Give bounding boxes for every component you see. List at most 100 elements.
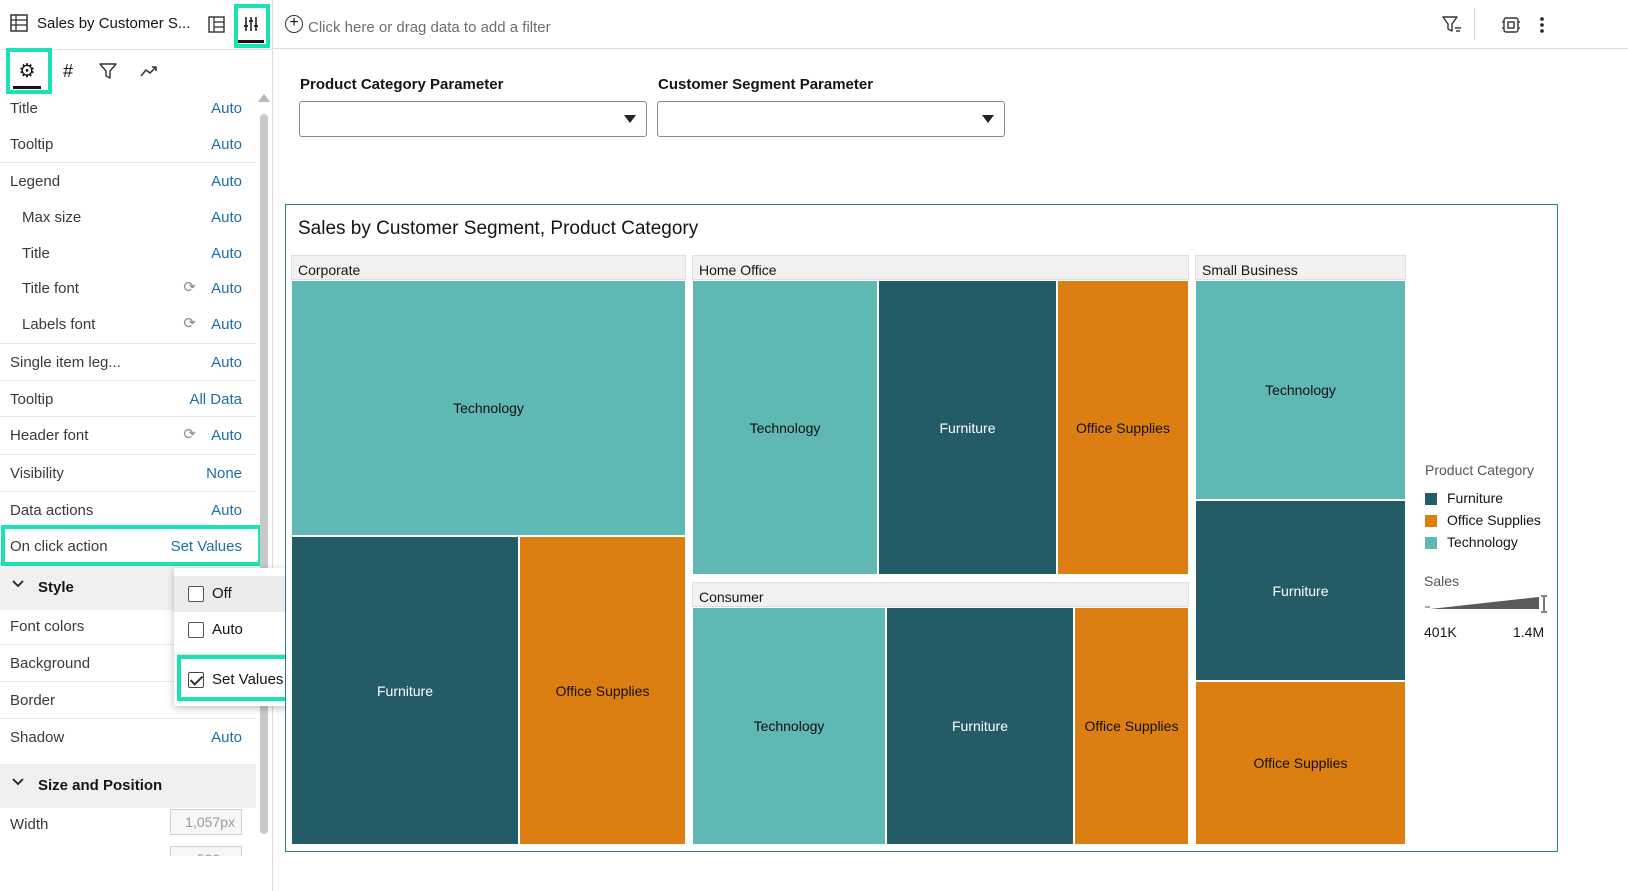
property-value[interactable]: Auto	[211, 427, 242, 444]
treemap-group-header[interactable]: Corporate	[291, 255, 686, 280]
property-divider	[0, 162, 256, 163]
property-label: Title	[10, 100, 38, 117]
height-input[interactable]: 530px	[170, 846, 242, 856]
property-row[interactable]: Header font ⟳ Auto	[0, 417, 256, 453]
property-row[interactable]: Title Auto	[0, 235, 256, 271]
legend-color-title: Product Category	[1425, 462, 1534, 478]
viz-title: Sales by Customer Segment, Product Categ…	[298, 218, 699, 239]
property-value[interactable]: Auto	[211, 354, 242, 371]
legend-swatch	[1425, 537, 1437, 549]
property-row[interactable]: Tooltip All Data	[0, 381, 256, 417]
treemap-cell[interactable]: Technology	[692, 607, 886, 845]
filter-settings-icon[interactable]	[1442, 16, 1462, 34]
property-subtabs: ⚙ #	[0, 48, 273, 94]
property-label: Header font	[10, 427, 89, 444]
dropdown-caret-icon	[982, 115, 994, 123]
property-value[interactable]: Auto	[211, 316, 242, 333]
property-divider	[0, 491, 256, 492]
size-position-section-header[interactable]: Size and Position	[0, 764, 256, 808]
property-value[interactable]: Auto	[211, 245, 242, 262]
width-input[interactable]: 1,057px	[170, 809, 242, 835]
dropdown-option[interactable]: Auto	[174, 612, 322, 648]
checkbox-icon[interactable]	[188, 622, 204, 638]
treemap-cell[interactable]: Office Supplies	[519, 536, 686, 845]
style-row[interactable]: Font colors	[0, 608, 256, 644]
scroll-thumb[interactable]	[260, 114, 268, 834]
style-row[interactable]: Shadow Auto	[0, 719, 256, 755]
treemap-cell[interactable]: Furniture	[886, 607, 1074, 845]
checkbox-checked-icon[interactable]	[188, 672, 204, 688]
canvas-grid-icon	[10, 14, 28, 32]
auto-apply-icon[interactable]	[1501, 15, 1521, 35]
reset-icon[interactable]: ⟳	[183, 315, 196, 332]
treemap-cell[interactable]: Technology	[692, 280, 878, 575]
legend-swatch	[1425, 493, 1437, 505]
filter-placeholder[interactable]: Click here or drag data to add a filter	[308, 19, 551, 36]
dropdown-option[interactable]: Set Values	[174, 662, 322, 698]
data-panel-icon[interactable]	[207, 15, 225, 33]
property-value[interactable]: All Data	[189, 391, 242, 408]
property-row[interactable]: Title font ⟳ Auto	[0, 270, 256, 306]
panel-scrollbar[interactable]	[258, 94, 270, 839]
treemap-group-header[interactable]: Home Office	[692, 255, 1189, 280]
style-row-value[interactable]: Auto	[211, 729, 242, 746]
property-label: On click action	[10, 538, 108, 555]
property-value[interactable]: Set Values	[170, 538, 242, 555]
properties-sliders-icon[interactable]	[241, 14, 261, 34]
active-tab-underline	[238, 40, 264, 43]
reset-icon[interactable]: ⟳	[183, 426, 196, 443]
checkbox-icon[interactable]	[188, 586, 204, 602]
height-row: 530px	[0, 842, 256, 856]
treemap-cell[interactable]: Technology	[291, 280, 686, 536]
product-category-parameter-select[interactable]	[299, 101, 647, 137]
reset-icon[interactable]: ⟳	[183, 279, 196, 296]
property-value[interactable]: Auto	[211, 209, 242, 226]
property-row[interactable]: Visibility None	[0, 455, 256, 491]
property-label: Tooltip	[10, 391, 54, 408]
product-category-parameter-label: Product Category Parameter	[300, 76, 504, 93]
treemap-group-header[interactable]: Small Business	[1195, 255, 1406, 280]
property-row[interactable]: Single item leg... Auto	[0, 344, 256, 380]
filter-icon[interactable]	[98, 61, 118, 81]
legend-size-max: 1.4M	[1513, 624, 1545, 640]
treemap-cell[interactable]: Office Supplies	[1195, 681, 1406, 845]
treemap-group-header[interactable]: Consumer	[692, 582, 1189, 607]
general-tab-highlight	[6, 48, 52, 94]
treemap-cell[interactable]: Furniture	[1195, 500, 1406, 681]
property-row[interactable]: Labels font ⟳ Auto	[0, 306, 256, 342]
canvas-title[interactable]: Sales by Customer S...	[37, 15, 191, 32]
on-click-action-highlight	[1, 525, 262, 566]
property-value[interactable]: Auto	[211, 100, 242, 117]
property-value[interactable]: Auto	[211, 502, 242, 519]
property-divider	[0, 681, 256, 682]
style-row[interactable]: Background	[0, 645, 256, 681]
more-options-icon[interactable]	[1535, 15, 1549, 35]
property-value[interactable]: Auto	[211, 280, 242, 297]
add-filter-icon[interactable]: +	[285, 15, 303, 33]
treemap-cell[interactable]: Furniture	[291, 536, 519, 845]
property-row[interactable]: On click action Set Values	[0, 528, 256, 564]
treemap-cell[interactable]: Technology	[1195, 280, 1406, 500]
property-value[interactable]: Auto	[211, 136, 242, 153]
customer-segment-parameter-select[interactable]	[657, 101, 1005, 137]
treemap-cell[interactable]: Office Supplies	[1057, 280, 1189, 575]
property-row[interactable]: Tooltip Auto	[0, 126, 256, 162]
property-value[interactable]: Auto	[211, 173, 242, 190]
treemap-cell[interactable]: Furniture	[878, 280, 1057, 575]
property-row[interactable]: Data actions Auto	[0, 492, 256, 528]
style-section-title: Style	[38, 579, 74, 596]
treemap-cell[interactable]: Office Supplies	[1074, 607, 1189, 845]
dropdown-separator	[174, 654, 322, 655]
property-row[interactable]: Legend Auto	[0, 163, 256, 199]
analytics-trend-icon[interactable]	[139, 61, 159, 81]
property-label: Labels font	[22, 316, 96, 333]
gear-icon[interactable]: ⚙	[18, 60, 36, 82]
style-row[interactable]: Border	[0, 682, 256, 718]
width-row: Width 1,057px	[0, 806, 256, 842]
property-value[interactable]: None	[206, 465, 242, 482]
property-row[interactable]: Max size Auto	[0, 199, 256, 235]
property-row[interactable]: Title Auto	[0, 90, 256, 126]
hash-icon[interactable]: #	[62, 60, 73, 81]
scroll-up-arrow-icon[interactable]	[258, 94, 270, 102]
legend-swatch	[1425, 515, 1437, 527]
